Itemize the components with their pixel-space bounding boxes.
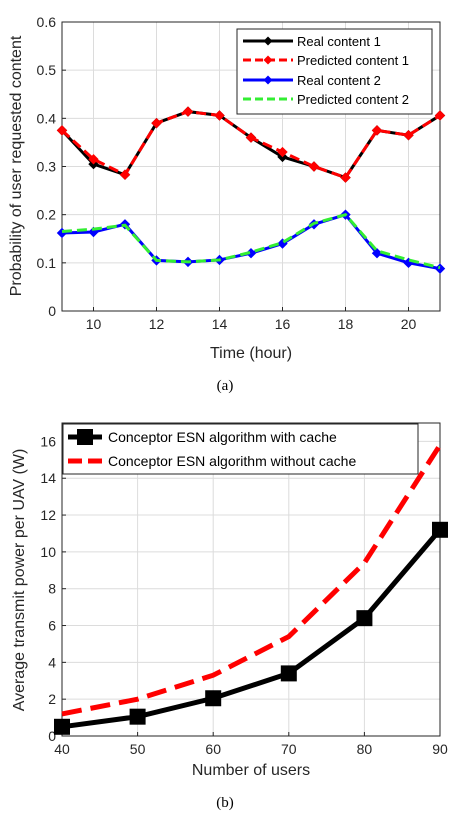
chart-a-ytick-label: 0.3 bbox=[37, 159, 57, 175]
chart-b-legend-label: Conceptor ESN algorithm without cache bbox=[108, 453, 356, 469]
chart-b-ytick-label: 16 bbox=[40, 433, 56, 449]
chart-a-ticks: 10 12 14 16 18 20 0 0.1 0.2 0.3 0.4 0.5 0.6 bbox=[37, 14, 417, 332]
chart-a-ytick-label: 0.2 bbox=[37, 207, 57, 223]
chart-a-ytick-label: 0.1 bbox=[37, 255, 57, 271]
chart-b-xtick-label: 40 bbox=[54, 741, 70, 757]
chart-a-point bbox=[371, 247, 383, 259]
chart-a-point bbox=[371, 125, 383, 136]
chart-a-ytick-label: 0.6 bbox=[37, 14, 57, 30]
chart-b-legend-box bbox=[62, 423, 419, 475]
chart-a-point bbox=[214, 110, 225, 121]
chart-b-ytick-label: 6 bbox=[48, 618, 56, 634]
chart-a-point bbox=[308, 161, 320, 172]
chart-a-legend-label: Real content 1 bbox=[297, 34, 381, 49]
chart-b-xtick-label: 90 bbox=[432, 741, 448, 757]
chart-b-ytick-label: 12 bbox=[40, 507, 56, 523]
chart-a-point bbox=[340, 172, 351, 183]
chart-a-point bbox=[88, 154, 99, 165]
chart-a-ytick-label: 0.4 bbox=[37, 110, 57, 126]
chart-a-point bbox=[245, 132, 257, 143]
chart-a-point bbox=[182, 106, 194, 117]
chart-a-legend-marker bbox=[263, 55, 273, 65]
chart-a-point bbox=[403, 129, 414, 141]
chart-b-series-line bbox=[61, 528, 442, 730]
chart-a-xtick-label: 18 bbox=[338, 316, 354, 332]
chart-a-series-line bbox=[61, 212, 441, 271]
chart-a-point bbox=[56, 125, 68, 136]
chart-b-legend-label: Conceptor ESN algorithm with cache bbox=[108, 429, 337, 445]
chart-b-ytick-label: 2 bbox=[48, 691, 56, 707]
chart-a-xtick-label: 16 bbox=[275, 316, 291, 332]
chart-a-legend-marker bbox=[263, 75, 273, 85]
chart-b-ytick-label: 14 bbox=[40, 470, 56, 486]
chart-b-ylabel: Average transmit power per UAV (W) bbox=[11, 449, 28, 712]
chart-a-point bbox=[434, 110, 446, 121]
chart-b-xtick-label: 80 bbox=[357, 741, 373, 757]
chart-a-xtick-label: 20 bbox=[401, 316, 417, 332]
chart-b: 40 50 60 70 80 90 0 2 4 6 8 10 12 14 16 Number of user… bbox=[11, 422, 448, 811]
chart-b-legend-marker bbox=[77, 429, 93, 445]
chart-a-series-line bbox=[60, 110, 441, 180]
chart-a-point bbox=[434, 263, 446, 274]
chart-a-point bbox=[119, 169, 131, 180]
chart-b-xlabel: Number of users bbox=[192, 762, 310, 779]
chart-b-legend: Conceptor ESN algorithm with cache Concep… bbox=[62, 423, 419, 475]
chart-b-point bbox=[205, 690, 222, 707]
chart-a-series bbox=[56, 106, 446, 274]
chart-b-plot-frame bbox=[61, 422, 441, 737]
chart-a-legend-label: Predicted content 2 bbox=[297, 92, 409, 107]
chart-a-series-line bbox=[60, 110, 441, 180]
chart-b-ytick-label: 0 bbox=[48, 728, 56, 744]
chart-a-point bbox=[151, 117, 162, 129]
chart-a-xtick-label: 12 bbox=[149, 316, 165, 332]
chart-a-xtick-label: 14 bbox=[212, 316, 228, 332]
chart-b-ticks: 40 50 60 70 80 90 0 2 4 6 8 10 12 14 16 bbox=[40, 433, 448, 757]
chart-b-point bbox=[280, 665, 297, 682]
chart-a-series-line bbox=[61, 212, 441, 270]
chart-b-ytick-label: 8 bbox=[48, 581, 56, 597]
chart-b-xtick-label: 60 bbox=[205, 741, 221, 757]
chart-a-legend-marker bbox=[263, 36, 273, 46]
chart-a-point bbox=[277, 146, 288, 158]
chart-a-legend: Real content 1 Predicted content 1 Real co… bbox=[236, 28, 433, 115]
chart-a-legend-label: Predicted content 1 bbox=[297, 53, 409, 68]
chart-a-ylabel: Probability of user requested content bbox=[8, 35, 25, 296]
chart-b-point bbox=[432, 521, 448, 538]
chart-a-xtick-label: 10 bbox=[86, 316, 102, 332]
chart-a-ytick-label: 0 bbox=[48, 303, 56, 319]
chart-a: 10 12 14 16 18 20 0 0.1 0.2 0.3 0.4 0.5 0.6 Time (ho… bbox=[8, 14, 446, 394]
chart-b-caption: (b) bbox=[216, 795, 234, 811]
chart-a-ytick-label: 0.5 bbox=[37, 62, 57, 78]
chart-b-point bbox=[129, 708, 146, 725]
chart-b-series bbox=[54, 443, 448, 735]
chart-a-legend-label: Real content 2 bbox=[297, 73, 381, 88]
chart-b-ytick-label: 4 bbox=[48, 654, 56, 670]
chart-b-point bbox=[356, 610, 373, 627]
chart-b-xtick-label: 70 bbox=[281, 741, 297, 757]
chart-b-ytick-label: 10 bbox=[40, 544, 56, 560]
chart-b-xtick-label: 50 bbox=[130, 741, 146, 757]
chart-a-xlabel: Time (hour) bbox=[210, 345, 292, 362]
chart-b-point bbox=[54, 718, 70, 735]
chart-a-caption: (a) bbox=[217, 378, 234, 394]
chart-b-series-line bbox=[61, 443, 443, 717]
